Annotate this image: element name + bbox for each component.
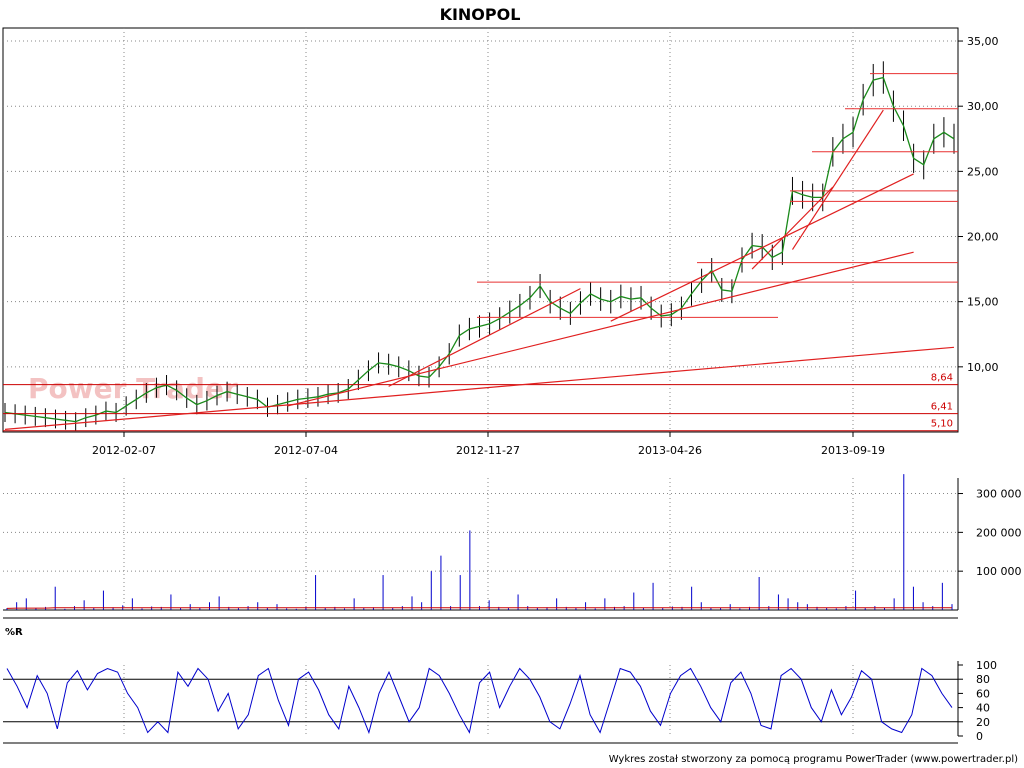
price-panel: 2012-02-07 2012-07-04 2012-11-27 2013-04-26…	[2, 27, 999, 457]
wr-tick-label: 80	[976, 673, 990, 686]
watermark-logo: Power Trader	[28, 372, 238, 405]
x-tick-label: 2013-04-26	[638, 444, 702, 457]
y-tick-label: 35,00	[967, 35, 999, 48]
y-tick-label: 20,00	[967, 231, 999, 244]
trendline	[287, 251, 914, 407]
wr-line	[6, 667, 953, 735]
y-tick-label: 15,00	[967, 296, 999, 309]
trendline	[791, 109, 884, 250]
trendline	[751, 186, 834, 270]
volume-tick-label: 100 000	[976, 565, 1022, 578]
support-level-label: 6,41	[931, 402, 953, 413]
trendline	[610, 173, 914, 322]
volume-tick-label: 300 000	[976, 488, 1022, 501]
y-tick-label: 10,00	[967, 361, 999, 374]
x-tick-label: 2012-07-04	[274, 444, 338, 457]
wr-tick-label: 40	[976, 702, 990, 715]
wr-tick-label: 0	[976, 730, 983, 743]
x-tick-label: 2012-02-07	[92, 444, 156, 457]
x-tick-label: 2013-09-19	[821, 444, 885, 457]
trendline	[4, 346, 955, 430]
footer-credit: Wykres został stworzony za pomocą progra…	[609, 754, 1018, 765]
volume-panel: 100 000 200 000 300 000	[3, 474, 1022, 619]
price-frame	[2, 27, 959, 433]
wr-tick-label: 60	[976, 687, 990, 700]
y-tick-label: 25,00	[967, 165, 999, 178]
trendline	[388, 288, 581, 387]
volume-average-line	[6, 607, 952, 609]
chart-title: KINOPOL	[440, 5, 521, 24]
price-line	[4, 76, 955, 423]
volume-tick-label: 200 000	[976, 526, 1022, 539]
support-level-label: 5,10	[931, 419, 953, 430]
x-tick-label: 2012-11-27	[456, 444, 520, 457]
wr-tick-label: 20	[976, 716, 990, 729]
wr-panel-title: %R	[5, 627, 23, 638]
wr-tick-label: 100	[976, 659, 997, 672]
support-level-label: 8,64	[931, 373, 953, 384]
y-tick-label: 30,00	[967, 100, 999, 113]
